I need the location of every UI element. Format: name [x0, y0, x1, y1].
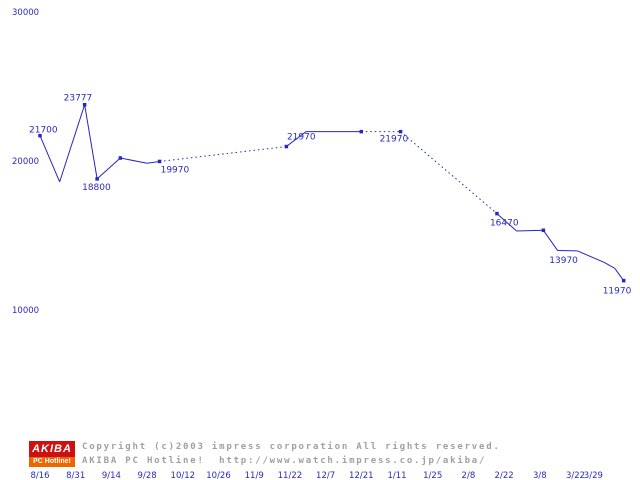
y-tick-label: 30000: [12, 8, 39, 18]
chart-line-segment: [84, 104, 98, 179]
x-tick-label: 3/22: [566, 471, 585, 480]
data-point-marker: [118, 156, 123, 160]
x-tick-label: 12/21: [349, 471, 374, 480]
x-tick-label: 1/11: [387, 471, 406, 480]
chart-line-segment: [542, 229, 559, 251]
x-tick-label: 3/8: [533, 471, 547, 480]
site-logo: AKIBA PC Hotline!: [29, 441, 75, 467]
data-point-label: 11970: [603, 287, 632, 297]
site-url-text: AKIBA PC Hotline! http://www.watch.impre…: [82, 456, 487, 466]
data-point-marker: [621, 278, 626, 283]
credits-block: Copyright (c)2003 impress corporation Al…: [82, 440, 501, 468]
data-point-marker: [82, 102, 87, 107]
x-tick-label: 10/12: [171, 471, 196, 480]
x-tick-label: 10/26: [206, 471, 231, 480]
data-point-label: 23777: [64, 94, 93, 104]
chart-line-segment: [120, 157, 148, 164]
chart-line-segment: [159, 146, 287, 162]
chart-line-segment: [400, 131, 498, 214]
data-point-label: 21970: [380, 135, 409, 145]
chart-line-segment: [286, 131, 307, 147]
copyright-text: Copyright (c)2003 impress corporation Al…: [82, 442, 501, 452]
x-tick-label: 3/29: [584, 471, 603, 480]
chart-line-segment: [496, 213, 517, 232]
chart-line-segment: [603, 261, 616, 269]
x-tick-label: 8/31: [66, 471, 85, 480]
chart-line-segment: [96, 157, 121, 180]
data-point-label: 13970: [549, 256, 578, 266]
chart-line-segment: [577, 250, 605, 263]
data-point-marker: [284, 144, 289, 149]
x-tick-label: 1/25: [423, 471, 442, 480]
data-point-label: 16470: [490, 219, 519, 229]
site-watermark: AKIBA PC Hotline! Copyright (c)2003 impr…: [29, 440, 501, 468]
x-tick-label: 9/14: [102, 471, 121, 480]
data-point-label: 18800: [82, 183, 111, 193]
x-tick-label: 11/22: [278, 471, 303, 480]
x-tick-label: 12/7: [316, 471, 335, 480]
logo-pc-hotline-text: PC Hotline!: [29, 457, 75, 467]
chart-line-segment: [59, 104, 86, 183]
data-point-marker: [95, 177, 99, 181]
chart-line-segment: [614, 267, 625, 281]
data-point-label: 21970: [287, 133, 316, 143]
x-tick-label: 11/9: [245, 471, 264, 480]
y-tick-label: 10000: [12, 306, 39, 316]
data-point-marker: [541, 228, 546, 233]
data-point-marker: [359, 129, 364, 134]
data-point-marker: [398, 129, 403, 134]
data-point-marker: [157, 159, 162, 164]
chart-line-segment: [147, 160, 160, 164]
logo-akiba-text: AKIBA: [29, 441, 75, 457]
data-point-marker: [495, 211, 499, 216]
x-tick-label: 8/16: [30, 471, 49, 480]
x-tick-label: 2/22: [495, 471, 514, 480]
x-tick-label: 9/28: [138, 471, 157, 480]
chart-line-segment: [39, 135, 61, 183]
data-point-label: 21700: [29, 126, 58, 136]
data-point-marker: [38, 133, 42, 138]
x-tick-label: 2/8: [462, 471, 476, 480]
chart-line-segment: [516, 229, 544, 232]
y-tick-label: 20000: [12, 157, 39, 167]
data-point-label: 19970: [161, 165, 190, 175]
